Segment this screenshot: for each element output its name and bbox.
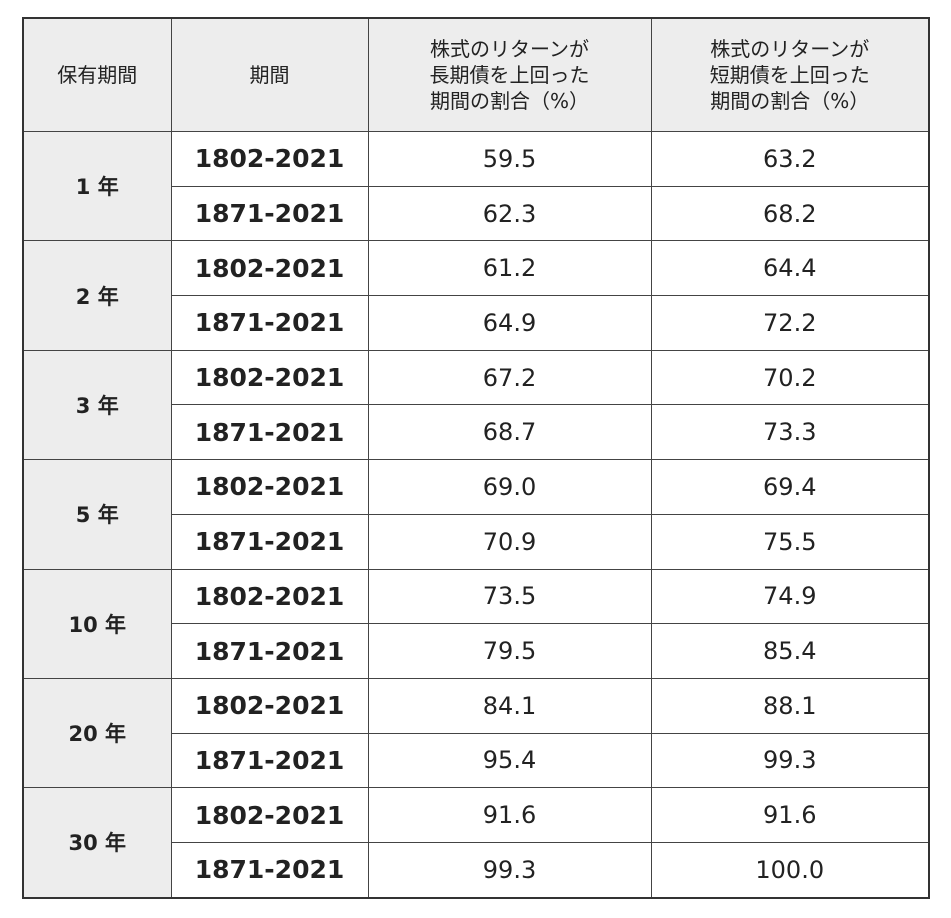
value-cell: 88.1 [650, 677, 930, 734]
table-row: 1871-2021 64.9 72.2 [23, 295, 930, 351]
value-cell: 84.1 [367, 677, 652, 734]
value-cell: 67.2 [367, 349, 652, 406]
value-cell: 69.0 [367, 459, 652, 515]
holding-cell: 1 年 [22, 130, 172, 242]
table-row: 10 年 1802-2021 73.5 74.9 [22, 568, 930, 679]
value-cell: 70.9 [367, 513, 652, 570]
data-table: 保有期間 期間 株式のリターンが 長期債を上回った 期間の割合（%） 株式のリターンが 短期… [22, 17, 930, 899]
value-cell: 72.2 [650, 295, 930, 351]
value-cell: 85.4 [650, 623, 930, 679]
holding-cell: 2 年 [22, 240, 172, 351]
period-cell: 1802-2021 [170, 131, 369, 187]
value-cell: 63.2 [650, 131, 930, 187]
value-cell: 99.3 [367, 841, 652, 899]
holding-cell: 10 年 [22, 568, 172, 679]
table-row: 1871-2021 99.3 100.0 [23, 841, 930, 899]
value-cell: 75.5 [650, 513, 930, 570]
value-cell: 95.4 [367, 732, 652, 789]
table-row: 20 年 1802-2021 84.1 88.1 [22, 677, 930, 789]
table-row: 1871-2021 68.7 73.3 [23, 404, 930, 461]
header-row: 保有期間 期間 株式のリターンが 長期債を上回った 期間の割合（%） 株式のリターンが 短期… [22, 17, 930, 132]
period-cell: 1802-2021 [170, 677, 369, 734]
header-line: 長期債を上回った [429, 63, 590, 87]
period-cell: 1871-2021 [170, 185, 369, 242]
value-cell: 73.5 [367, 568, 652, 625]
header-line: 保有期間 [57, 63, 138, 87]
period-cell: 1802-2021 [170, 568, 369, 625]
value-cell: 99.3 [650, 732, 930, 789]
value-cell: 61.2 [367, 240, 652, 297]
period-cell: 1871-2021 [170, 732, 369, 789]
value-cell: 91.6 [367, 787, 652, 843]
header-cell: 株式のリターンが 短期債を上回った 期間の割合（%） [650, 17, 930, 132]
header-line: 短期債を上回った [709, 63, 870, 87]
period-cell: 1871-2021 [170, 623, 369, 679]
holding-cell: 20 年 [22, 677, 172, 789]
table-row: 1871-2021 70.9 75.5 [23, 513, 930, 570]
header-line: 株式のリターンが [710, 37, 870, 61]
period-cell: 1871-2021 [170, 841, 369, 899]
value-cell: 79.5 [367, 623, 652, 679]
value-cell: 91.6 [650, 787, 930, 843]
header-cell: 保有期間 [22, 17, 172, 132]
table-row: 30 年 1802-2021 91.6 91.6 [22, 787, 930, 899]
header-line: 期間 [249, 63, 290, 87]
table-row: 3 年 1802-2021 67.2 70.2 [22, 349, 930, 461]
header-cell: 株式のリターンが 長期債を上回った 期間の割合（%） [367, 17, 652, 132]
value-cell: 69.4 [650, 459, 930, 515]
table-header: 保有期間 期間 株式のリターンが 長期債を上回った 期間の割合（%） 株式のリターンが 短期… [22, 17, 930, 132]
value-cell: 68.2 [650, 185, 930, 242]
value-cell: 73.3 [650, 404, 930, 461]
period-cell: 1871-2021 [170, 513, 369, 570]
value-cell: 100.0 [650, 841, 930, 899]
table-row: 1871-2021 79.5 85.4 [23, 623, 930, 679]
table-row: 1871-2021 95.4 99.3 [23, 732, 930, 789]
table-row: 5 年 1802-2021 69.0 69.4 [22, 459, 930, 570]
holding-cell: 30 年 [22, 787, 172, 899]
holding-cell: 3 年 [22, 349, 172, 461]
table-row: 1 年 1802-2021 59.5 63.2 [22, 130, 930, 242]
period-cell: 1802-2021 [170, 459, 369, 515]
period-cell: 1871-2021 [170, 295, 369, 351]
period-cell: 1802-2021 [170, 240, 369, 297]
value-cell: 70.2 [650, 349, 930, 406]
value-cell: 62.3 [367, 185, 652, 242]
period-cell: 1802-2021 [170, 787, 369, 843]
header-line: 株式のリターンが [430, 37, 589, 61]
value-cell: 74.9 [650, 568, 930, 625]
header-cell: 期間 [170, 17, 369, 132]
header-line: 期間の割合（%） [429, 89, 589, 113]
value-cell: 64.9 [367, 295, 652, 351]
table-body: 1 年 1802-2021 59.5 63.2 1871-2021 62.3 68.2 2 年… [22, 130, 930, 899]
period-cell: 1802-2021 [170, 349, 369, 406]
holding-cell: 5 年 [22, 459, 172, 570]
table-row: 1871-2021 62.3 68.2 [23, 185, 930, 242]
value-cell: 59.5 [367, 131, 652, 187]
header-line: 期間の割合（%） [710, 89, 870, 113]
table-row: 2 年 1802-2021 61.2 64.4 [22, 240, 930, 351]
value-cell: 68.7 [367, 404, 652, 461]
period-cell: 1871-2021 [170, 404, 369, 461]
value-cell: 64.4 [650, 240, 930, 297]
